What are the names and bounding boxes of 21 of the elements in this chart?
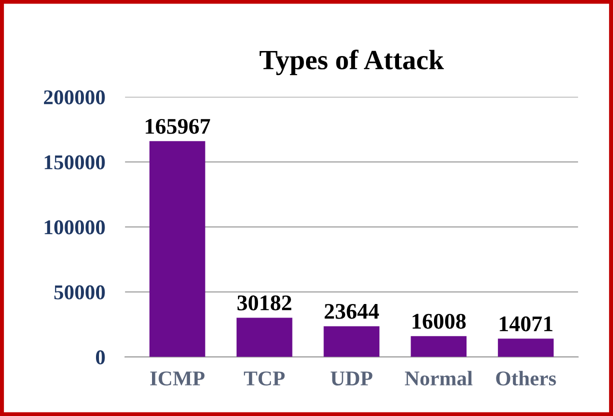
y-tick-label: 150000 bbox=[44, 155, 105, 170]
bar bbox=[236, 318, 292, 357]
x-tick-label: ICMP bbox=[150, 371, 204, 386]
data-label: 16008 bbox=[412, 314, 466, 329]
data-label: 30182 bbox=[238, 295, 292, 310]
x-tick-label: TCP bbox=[244, 371, 285, 386]
bar bbox=[324, 326, 380, 357]
x-tick-label: Others bbox=[496, 370, 556, 386]
y-tick-label: 0 bbox=[96, 350, 105, 364]
data-label: 14071 bbox=[500, 316, 552, 332]
y-tick-label: 50000 bbox=[54, 285, 105, 300]
y-tick-label: 100000 bbox=[44, 220, 105, 234]
bar bbox=[498, 338, 554, 357]
data-label: 23644 bbox=[324, 304, 379, 319]
x-tick-label: UDP bbox=[330, 372, 372, 386]
data-label: 165967 bbox=[146, 118, 210, 134]
chart-title: Types of Attack bbox=[260, 50, 444, 76]
x-tick-label: Normal bbox=[404, 370, 472, 386]
y-tick-label: 200000 bbox=[44, 90, 105, 104]
bar bbox=[410, 336, 467, 357]
bar bbox=[149, 141, 206, 357]
